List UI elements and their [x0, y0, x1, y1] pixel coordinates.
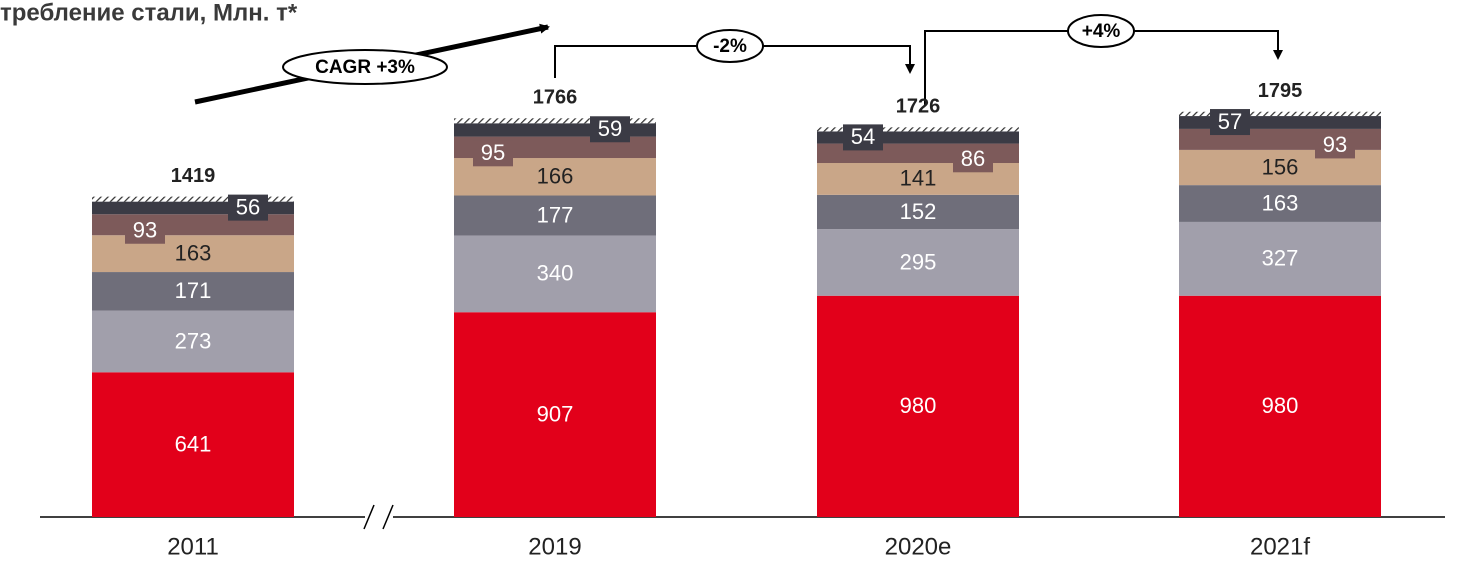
bar-segment [92, 310, 294, 373]
x-tick-label: 2021f [1250, 533, 1310, 560]
total-cap [92, 196, 294, 202]
bar-segment [1179, 221, 1381, 296]
data-label: 980 [1262, 393, 1299, 418]
bar-segment [817, 194, 1019, 230]
change-bubble [696, 29, 764, 63]
cagr-bubble [282, 49, 448, 85]
total-label: 1766 [533, 87, 578, 109]
data-label: 59 [598, 116, 622, 141]
data-label: 641 [175, 431, 212, 456]
data-label: 980 [900, 393, 937, 418]
bar-segment [454, 235, 656, 313]
x-tick-label: 2020e [885, 533, 952, 560]
total-label: 1726 [896, 96, 941, 118]
label-box [1315, 132, 1355, 159]
data-label: 156 [1262, 154, 1299, 179]
bar-segment [92, 372, 294, 517]
data-label: 163 [175, 240, 212, 265]
data-label: 171 [175, 278, 212, 303]
data-label: 177 [537, 202, 574, 227]
label-box [125, 217, 165, 244]
data-label: 141 [900, 166, 937, 191]
label-box [590, 116, 630, 143]
data-label: 907 [537, 401, 574, 426]
annotations: CAGR +3% -2% +4% [194, 14, 1283, 106]
bar-segment [92, 272, 294, 311]
x-tick-label: 2011 [167, 533, 219, 560]
data-label: 93 [1323, 132, 1347, 157]
change-bubble [1067, 14, 1135, 48]
total-label: 1795 [1258, 80, 1303, 102]
data-label: 93 [133, 218, 157, 243]
data-label: 95 [481, 140, 505, 165]
cagr-label: CAGR +3% [315, 57, 415, 78]
label-box [473, 140, 513, 167]
data-label: 86 [961, 146, 985, 171]
total-cap [454, 118, 656, 124]
bar-segment [1179, 185, 1381, 222]
axis-break [363, 504, 375, 530]
data-label: 273 [175, 328, 212, 353]
bar-segment [454, 312, 656, 517]
data-label: 327 [1262, 246, 1299, 271]
change-label: -2% [713, 36, 747, 57]
data-label: 163 [1262, 190, 1299, 215]
data-label: 56 [236, 194, 260, 219]
total-cap [817, 127, 1019, 132]
label-box [228, 194, 268, 221]
data-label: 295 [900, 249, 937, 274]
total-label: 1419 [171, 165, 216, 187]
bar-segment [817, 229, 1019, 296]
data-label: 340 [537, 261, 574, 286]
axis-break [382, 504, 394, 530]
x-tick-label: 2019 [528, 533, 581, 560]
bar-segment [454, 195, 656, 236]
data-label: 166 [537, 164, 574, 189]
label-box [1210, 109, 1250, 136]
bar-segment [817, 295, 1019, 517]
label-box [953, 146, 993, 173]
total-cap [1179, 111, 1381, 117]
change-label: +4% [1082, 21, 1121, 42]
data-label: 152 [900, 199, 937, 224]
data-label: 57 [1218, 109, 1242, 134]
bar-segment [1179, 116, 1381, 129]
bar-segment [1179, 295, 1381, 517]
data-label: 54 [851, 124, 875, 149]
label-box [843, 124, 883, 151]
chart-title: требление стали, Млн. т* [0, 0, 298, 26]
